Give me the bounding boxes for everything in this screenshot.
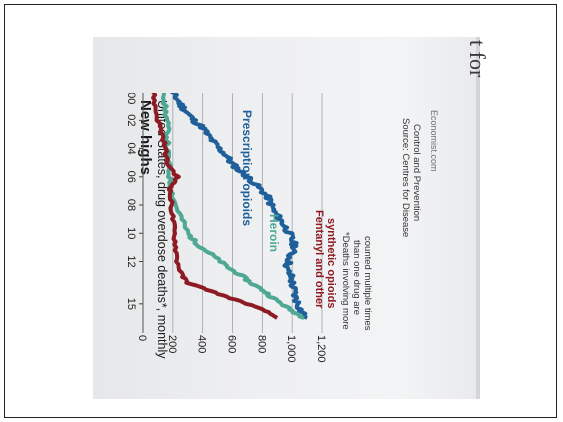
credit: Economist.com [429,110,439,172]
series-label: synthetic opioids [325,218,337,308]
footnote-line: counted multiple times [362,236,373,331]
brand-accent-bar [150,37,154,51]
x-tick-label: 10 [125,227,137,239]
y-tick-label: 0 [136,335,148,341]
y-tick-label: 1,200 [315,335,327,363]
y-tick-label: 200 [166,335,178,353]
series-label: Fentanyl and other [313,210,325,309]
x-tick-label: 08 [125,199,137,211]
series-label: Prescription opioids [240,110,254,226]
footnote-line: than one drug are [351,240,362,315]
series-label: Heroin [267,214,281,252]
x-tick-label: 15 [125,298,137,310]
chart-title: New highs [137,100,154,175]
y-tick-label: 800 [255,335,267,353]
x-tick-label: 2000 [125,80,137,104]
y-tick-label: 400 [196,335,208,353]
source-line: Source: Centres for Disease [400,118,411,237]
page-edge [476,37,480,399]
x-tick-label: 12 [125,255,137,267]
series-line [148,93,279,320]
series-line [160,93,305,320]
photographed-page [93,37,476,399]
x-tick-label: 04 [125,142,137,154]
x-tick-label: 06 [125,171,137,183]
y-tick-label: 1,000 [285,335,297,363]
series-line [162,93,308,320]
x-tick-label: 02 [125,114,137,126]
y-tick-label: 600 [226,335,238,353]
source-line: Control and Prevention [411,124,422,221]
footnote: *Deaths involving more [340,232,351,330]
page-partial-text: t for hea [470,40,490,78]
